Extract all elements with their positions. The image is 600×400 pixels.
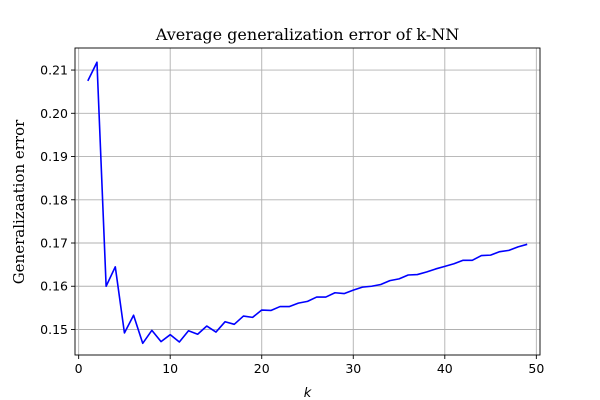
x-tick-label: 30 [345,361,361,376]
x-tick-label: 10 [162,361,178,376]
x-tick-label: 50 [528,361,544,376]
y-tick-label: 0.16 [40,279,68,294]
series-layer [87,61,528,345]
chart-title: Average generalization error of k-NN [155,25,459,44]
axis-ticks: 0 10 20 30 40 50 0.15 0.16 0.17 0.18 0.19 0.20 0.21 [40,63,544,376]
y-tick-label: 0.19 [40,149,68,164]
y-tick-label: 0.15 [40,322,68,337]
x-axis-label: k [304,386,312,400]
y-tick-label: 0.21 [40,63,68,78]
y-tick-label: 0.20 [40,106,68,121]
y-axis-label: Generalizaation error [10,119,28,284]
x-tick-label: 20 [254,361,270,376]
x-tick-label: 40 [437,361,453,376]
grid [75,48,540,355]
x-tick-label: 0 [75,361,83,376]
series-line [87,61,528,345]
plot-frame [74,47,541,356]
y-tick-label: 0.17 [40,236,68,251]
y-tick-label: 0.18 [40,192,68,207]
